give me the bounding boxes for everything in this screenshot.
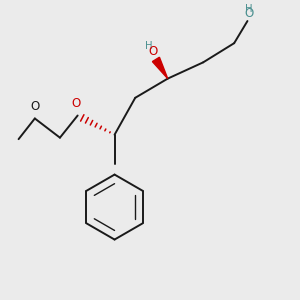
- Text: H: H: [245, 4, 253, 14]
- Text: O: O: [244, 7, 254, 20]
- Polygon shape: [152, 57, 168, 79]
- Text: H: H: [145, 41, 152, 51]
- Text: O: O: [30, 100, 40, 112]
- Text: O: O: [71, 97, 81, 110]
- Text: O: O: [148, 45, 158, 58]
